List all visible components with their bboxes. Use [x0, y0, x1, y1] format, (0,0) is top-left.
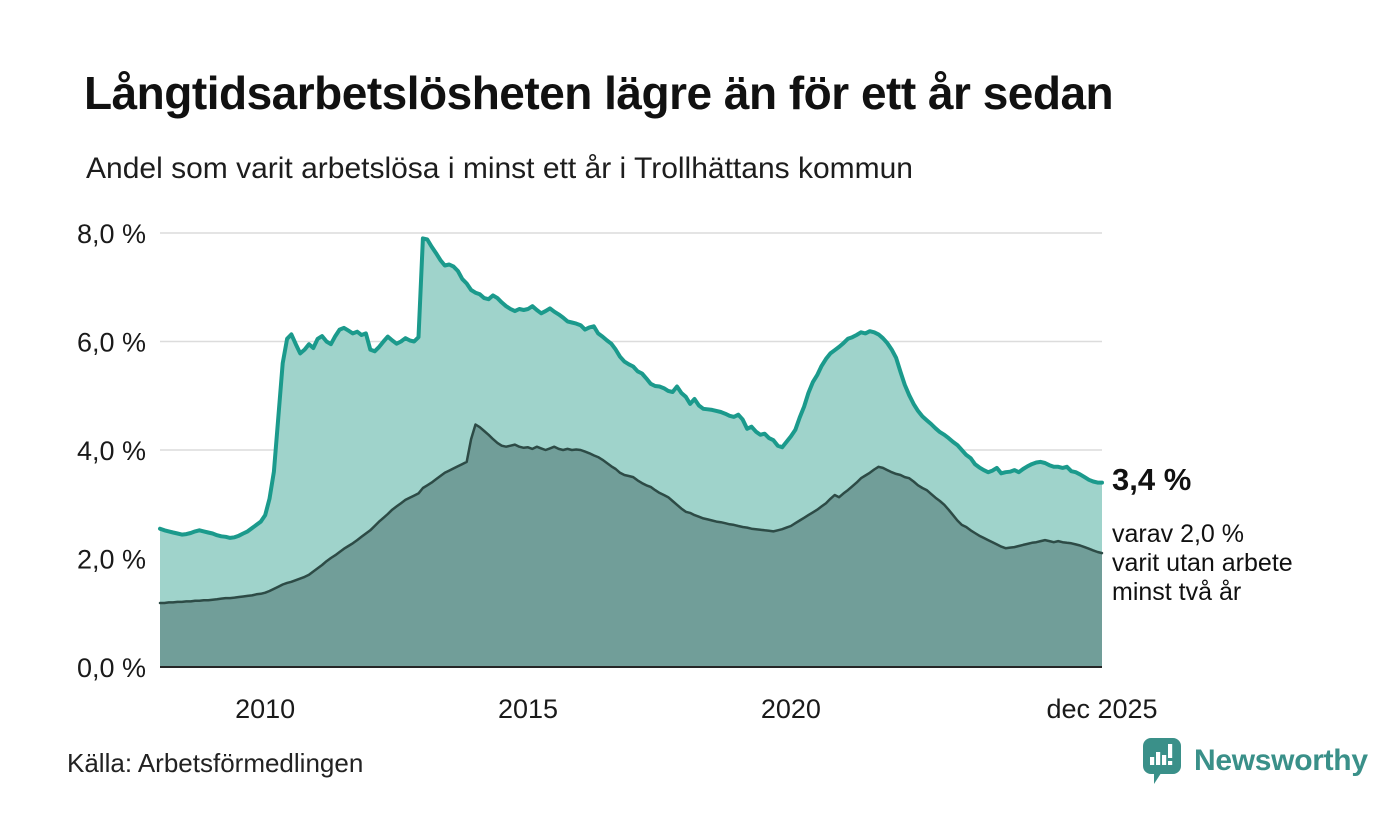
y-tick-label: 6,0 % [77, 328, 146, 358]
newsworthy-logo-icon [1141, 736, 1183, 786]
y-tick-label: 8,0 % [77, 219, 146, 249]
x-tick-label: dec 2025 [1046, 694, 1157, 724]
brand-name: Newsworthy [1194, 744, 1368, 777]
x-tick-label: 2015 [498, 694, 558, 724]
page-title: Långtidsarbetslösheten lägre än för ett … [84, 67, 1114, 119]
annotation-detail-line: minst två år [1112, 578, 1242, 606]
series-line [158, 423, 1104, 605]
brand-logo: Newsworthy [1141, 736, 1368, 786]
annotation-detail-line: varav 2,0 % [1112, 520, 1245, 548]
series-line [158, 236, 1104, 540]
y-tick-label: 2,0 % [77, 545, 146, 575]
x-tick-label: 2010 [235, 694, 295, 724]
x-tick-label: 2020 [761, 694, 821, 724]
series-area [160, 424, 1102, 667]
chart-subtitle: Andel som varit arbetslösa i minst ett å… [86, 152, 913, 185]
latest-value-label: 3,4 % [1112, 462, 1192, 497]
source-credit: Källa: Arbetsförmedlingen [67, 748, 364, 778]
annotation-detail-line: varit utan arbete [1112, 549, 1293, 577]
y-tick-label: 0,0 % [77, 653, 146, 683]
y-tick-label: 4,0 % [77, 436, 146, 466]
annotation-detail: varav 2,0 % varit utan arbete minst två … [1112, 520, 1293, 607]
